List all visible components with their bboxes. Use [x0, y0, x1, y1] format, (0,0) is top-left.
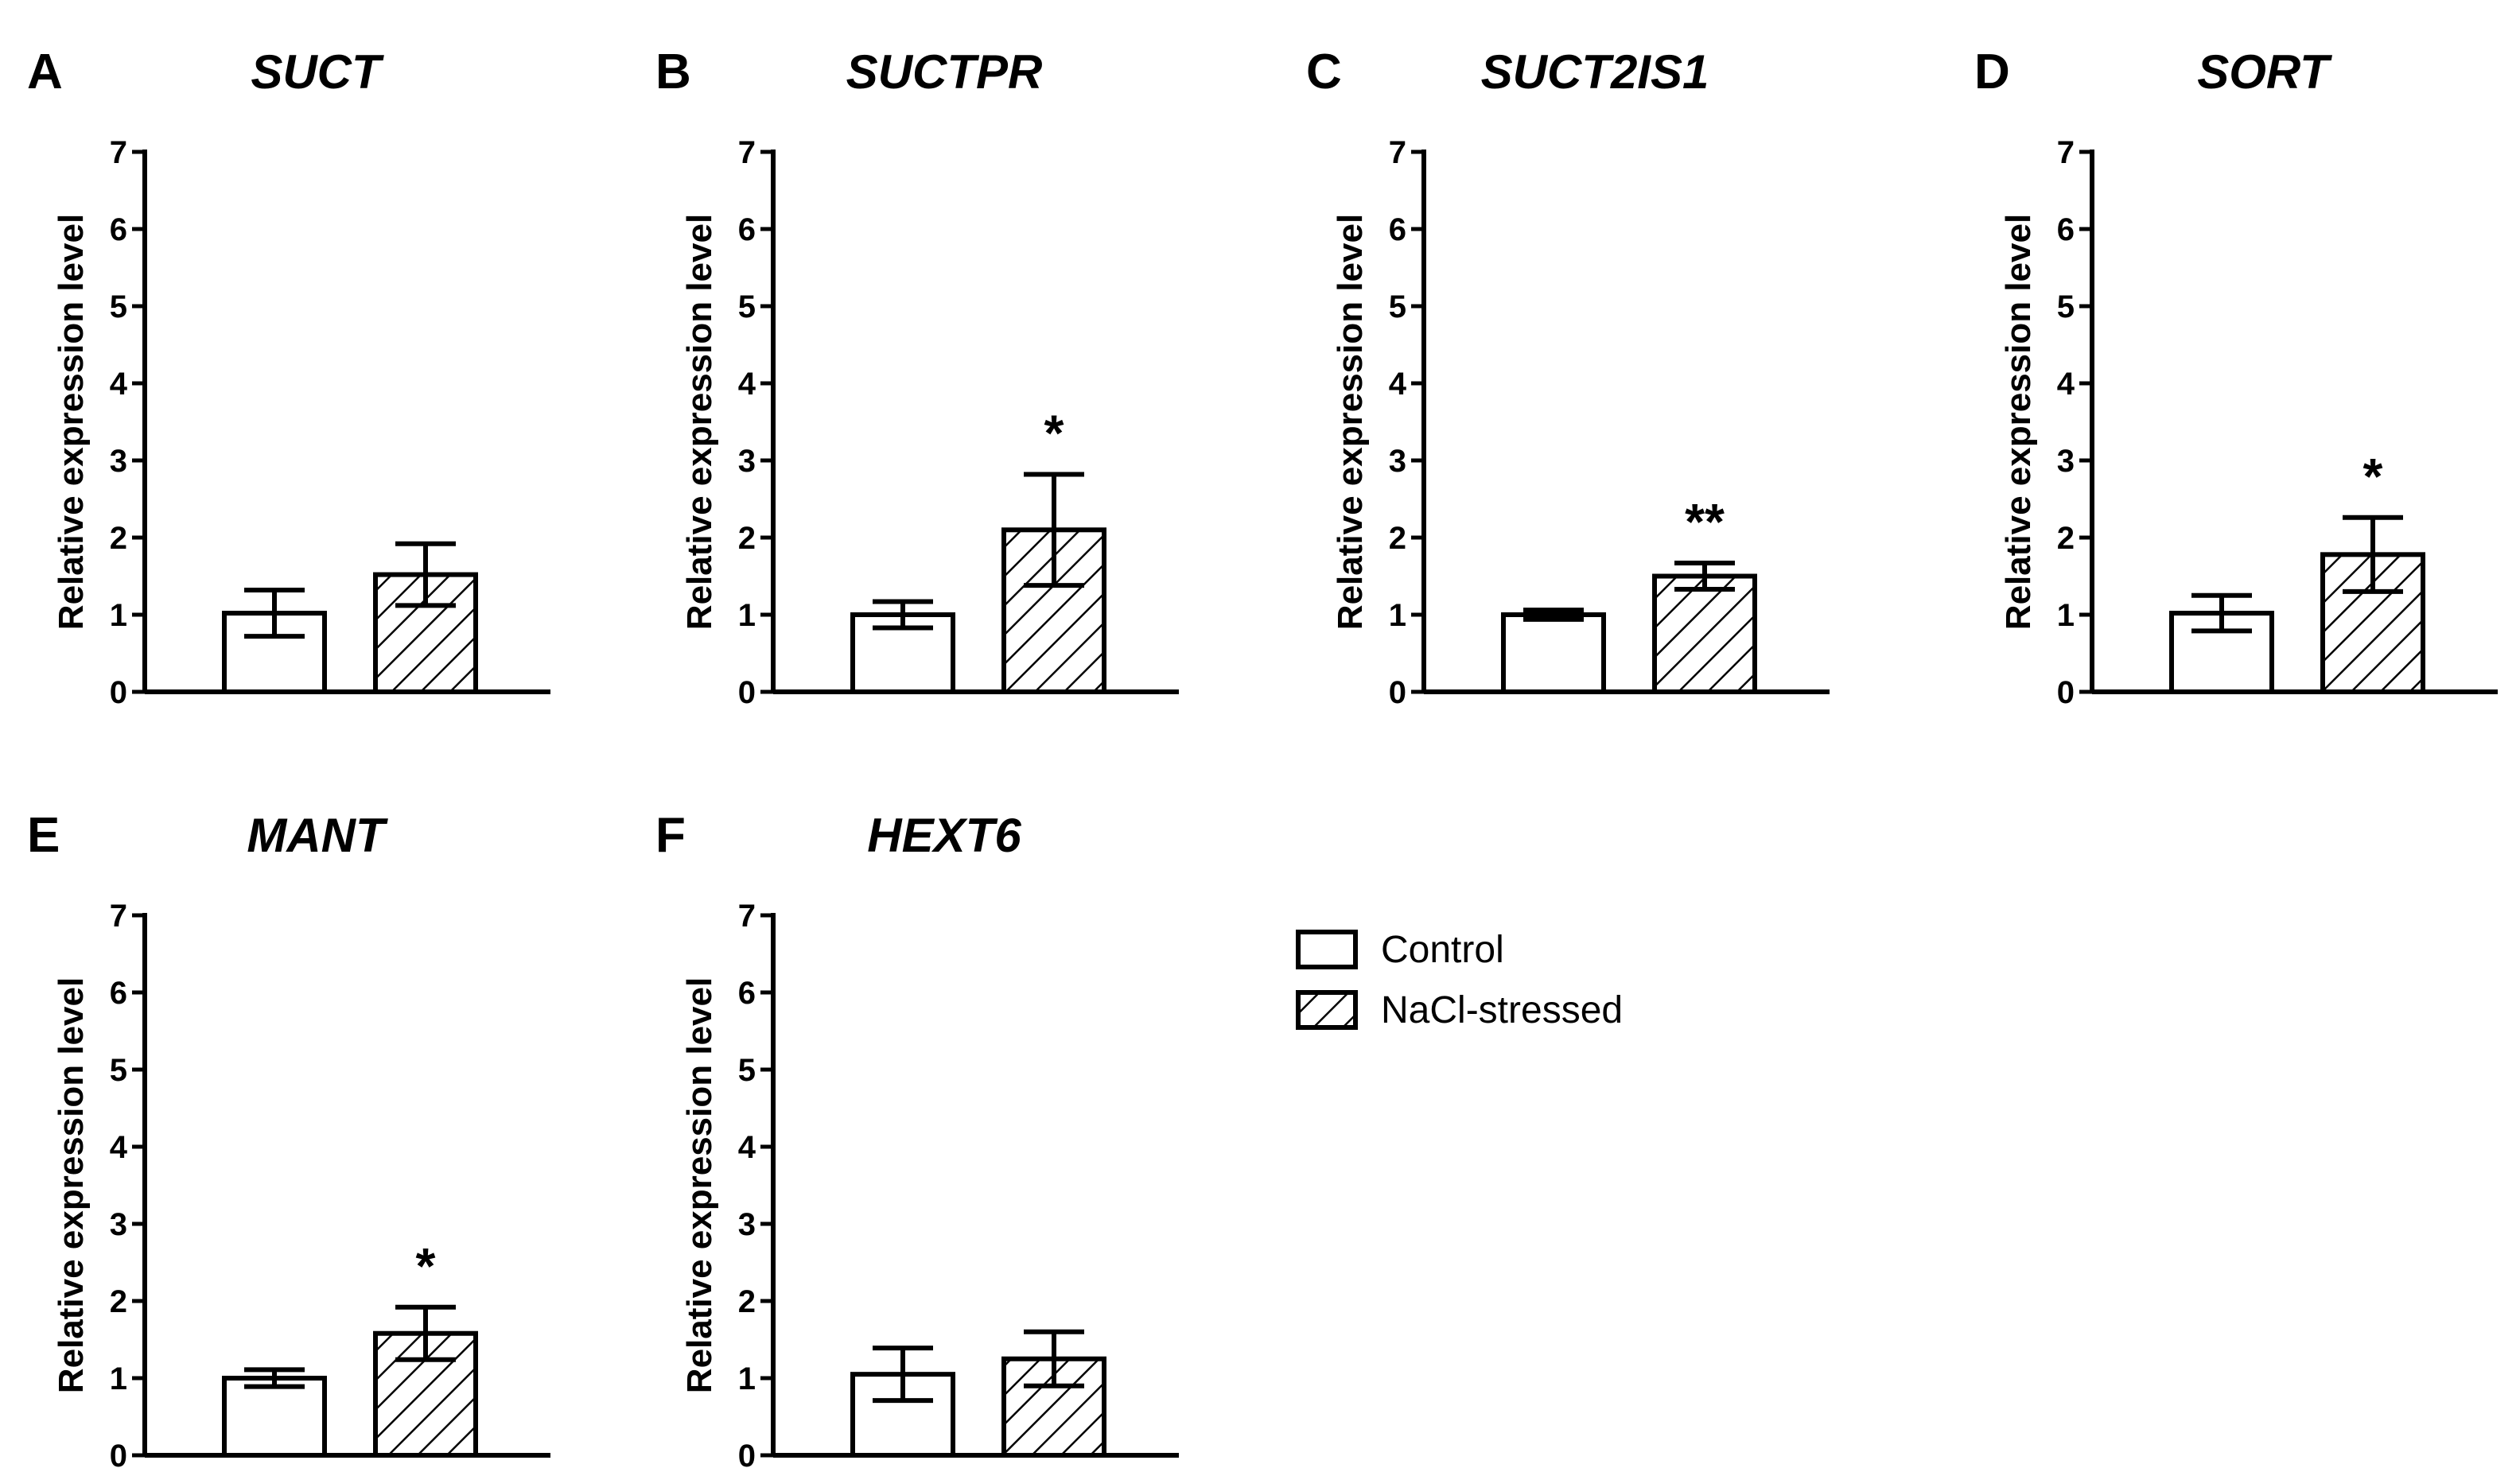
y-tick-label: 6 [110, 976, 127, 1011]
y-tick-label: 1 [110, 1361, 127, 1396]
y-tick-label: 4 [738, 1130, 756, 1165]
y-tick-label: 3 [1389, 444, 1406, 479]
legend-swatch-nacl-stressed [1296, 990, 1358, 1030]
y-tick-label: 7 [738, 135, 756, 170]
y-tick-label: 7 [2057, 135, 2075, 170]
panel-letter: C [1306, 45, 1342, 99]
panel-letter: F [655, 808, 686, 863]
y-tick-label: 3 [738, 444, 756, 479]
chart-title: SUCT [251, 45, 384, 99]
y-axis-label: Relative expression level [1331, 214, 1370, 630]
y-tick-label: 2 [110, 1284, 127, 1319]
y-tick-label: 1 [110, 598, 127, 633]
y-tick-label: 0 [110, 1439, 127, 1468]
chart-panels: A SUCT Relative expression level 0 1 2 3 4 5 6 7 B S… [27, 45, 2498, 1468]
y-tick-label: 4 [738, 367, 756, 402]
y-tick-label: 1 [738, 598, 756, 633]
y-tick-label: 7 [1389, 135, 1406, 170]
y-axis-label: Relative expression level [52, 977, 91, 1393]
legend-swatch-control [1296, 930, 1358, 969]
significance-mark: * [2363, 448, 2383, 505]
significance-mark: ** [1685, 493, 1725, 550]
y-axis-label: Relative expression level [52, 214, 91, 630]
legend-item-nacl-stressed: NaCl-stressed [1296, 989, 1623, 1031]
bar-nacl-stressed [1652, 573, 1757, 694]
y-tick-label: 1 [738, 1361, 756, 1396]
significance-mark: * [416, 1237, 436, 1295]
y-tick-label: 7 [110, 899, 127, 934]
y-tick-label: 0 [2057, 675, 2075, 710]
y-tick-label: 6 [2057, 212, 2075, 247]
y-axis-label: Relative expression level [1999, 214, 2038, 630]
y-tick-label: 7 [110, 135, 127, 170]
y-tick-label: 3 [110, 444, 127, 479]
y-tick-label: 2 [1389, 521, 1406, 556]
y-tick-label: 2 [2057, 521, 2075, 556]
y-tick-label: 7 [738, 899, 756, 934]
y-axis-label: Relative expression level [680, 977, 719, 1393]
y-axis-label: Relative expression level [680, 214, 719, 630]
y-tick-label: 0 [110, 675, 127, 710]
chart-panel-e: E MANT Relative expression level 0 1 2 3 4 5 6 7 * [27, 808, 550, 1468]
y-tick-label: 0 [1389, 675, 1406, 710]
y-tick-label: 5 [1389, 289, 1406, 324]
panel-letter: E [27, 808, 60, 863]
chart-title: SUCTPR [846, 45, 1043, 99]
chart-title: MANT [247, 809, 388, 862]
y-tick-label: 3 [2057, 444, 2075, 479]
y-tick-label: 4 [110, 367, 128, 402]
y-tick-label: 4 [1389, 367, 1407, 402]
significance-mark: * [1044, 404, 1064, 461]
chart-panel-d: D SORT Relative expression level 0 1 2 3 4 5 6 7 * [1974, 45, 2498, 710]
y-tick-label: 6 [1389, 212, 1406, 247]
y-tick-label: 2 [110, 521, 127, 556]
y-tick-label: 0 [738, 1439, 756, 1468]
y-tick-label: 6 [110, 212, 127, 247]
y-tick-label: 0 [738, 675, 756, 710]
panel-letter: D [1974, 45, 2010, 99]
y-tick-label: 2 [738, 521, 756, 556]
legend-label-control: Control [1381, 929, 1504, 971]
bar-control [222, 1376, 327, 1458]
y-tick-label: 5 [110, 289, 127, 324]
y-tick-label: 3 [738, 1207, 756, 1242]
chart-panel-a: A SUCT Relative expression level 0 1 2 3 4 5 6 7 [27, 45, 550, 710]
chart-panel-b: B SUCTPR Relative expression level 0 1 2 3 4 5 6 7… [655, 45, 1179, 710]
y-tick-label: 5 [2057, 289, 2075, 324]
chart-panel-f: F HEXT6 Relative expression level 0 1 2 3 4 5 6 7 [655, 808, 1179, 1468]
legend: Control NaCl-stressed [1296, 929, 1623, 1031]
legend-label-nacl-stressed: NaCl-stressed [1381, 989, 1623, 1031]
y-tick-label: 1 [1389, 598, 1406, 633]
chart-title: SUCT2IS1 [1481, 45, 1709, 99]
chart-title: HEXT6 [867, 809, 1021, 862]
y-tick-label: 1 [2057, 598, 2075, 633]
y-tick-label: 6 [738, 976, 756, 1011]
chart-title: SORT [2197, 45, 2332, 99]
panel-letter: B [655, 45, 691, 99]
y-tick-label: 4 [2057, 367, 2075, 402]
y-tick-label: 5 [738, 289, 756, 324]
bar-control [1501, 612, 1606, 694]
y-tick-label: 2 [738, 1284, 756, 1319]
y-tick-label: 5 [110, 1053, 127, 1088]
y-tick-label: 5 [738, 1053, 756, 1088]
legend-item-control: Control [1296, 929, 1504, 971]
bar-control [850, 612, 955, 694]
y-tick-label: 6 [738, 212, 756, 247]
y-tick-label: 4 [110, 1130, 128, 1165]
panel-letter: A [27, 45, 63, 99]
y-tick-label: 3 [110, 1207, 127, 1242]
chart-panel-c: C SUCT2IS1 Relative expression level 0 1 2 3 4 5… [1306, 45, 1830, 710]
